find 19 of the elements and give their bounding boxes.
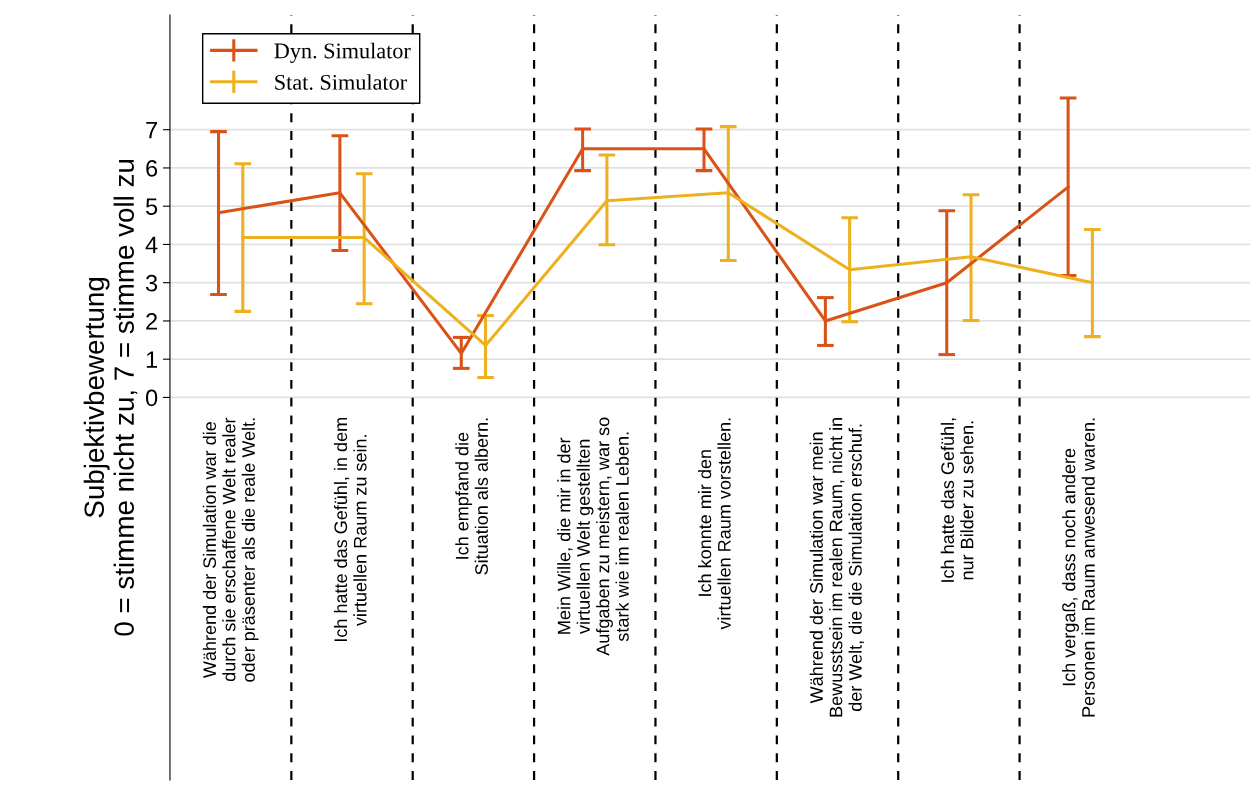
y-tick-label: 6 <box>146 160 158 177</box>
y-axis-title: Subjektivbewertung 0 = stimme nicht zu, 7 = stimme voll zu <box>83 159 138 636</box>
x-tick-label: Ich empfand die Situation als albern. <box>455 418 488 575</box>
x-tick-label: Ich konnte mir den virtuellen Raum vorstellen. <box>698 418 731 630</box>
x-tick-label: Während der Simulation war mein Bewusstsein im realen Raum, nicht in der Welt, die die Simulation erschuf. <box>809 418 864 717</box>
y-tick-label: 2 <box>146 313 157 330</box>
x-tick-label: Ich hatte das Gefühl, in dem virtuellen Raum zu sein. <box>333 418 367 642</box>
legend-label: Stat. Simulator <box>275 74 407 90</box>
y-tick-label: 5 <box>145 198 158 215</box>
x-tick-label: Ich vergaß, dass noch andere Personen im Raum anwesend waren. <box>1062 418 1095 717</box>
x-tick-label: Während der Simulation war die durch sie erschaffene Welt realer oder präsenter als die reale Welt. <box>202 417 259 682</box>
y-tick-label: 4 <box>145 236 158 253</box>
y-tick-label: 0 <box>145 389 158 407</box>
y-tick-label: 1 <box>146 351 158 368</box>
x-tick-label: Mein Wille, die mir in der virtuellen Welt gestellten Aufgaben zu meistern, war so stark wie im realen Leben. <box>557 417 629 656</box>
y-tick-label: 7 <box>146 122 157 139</box>
x-tick-label: Ich hatte das Gefühl, nur Bilder zu sehen. <box>940 418 974 582</box>
y-tick-label: 3 <box>145 274 158 292</box>
legend-label: Dyn. Simulator <box>274 42 411 63</box>
